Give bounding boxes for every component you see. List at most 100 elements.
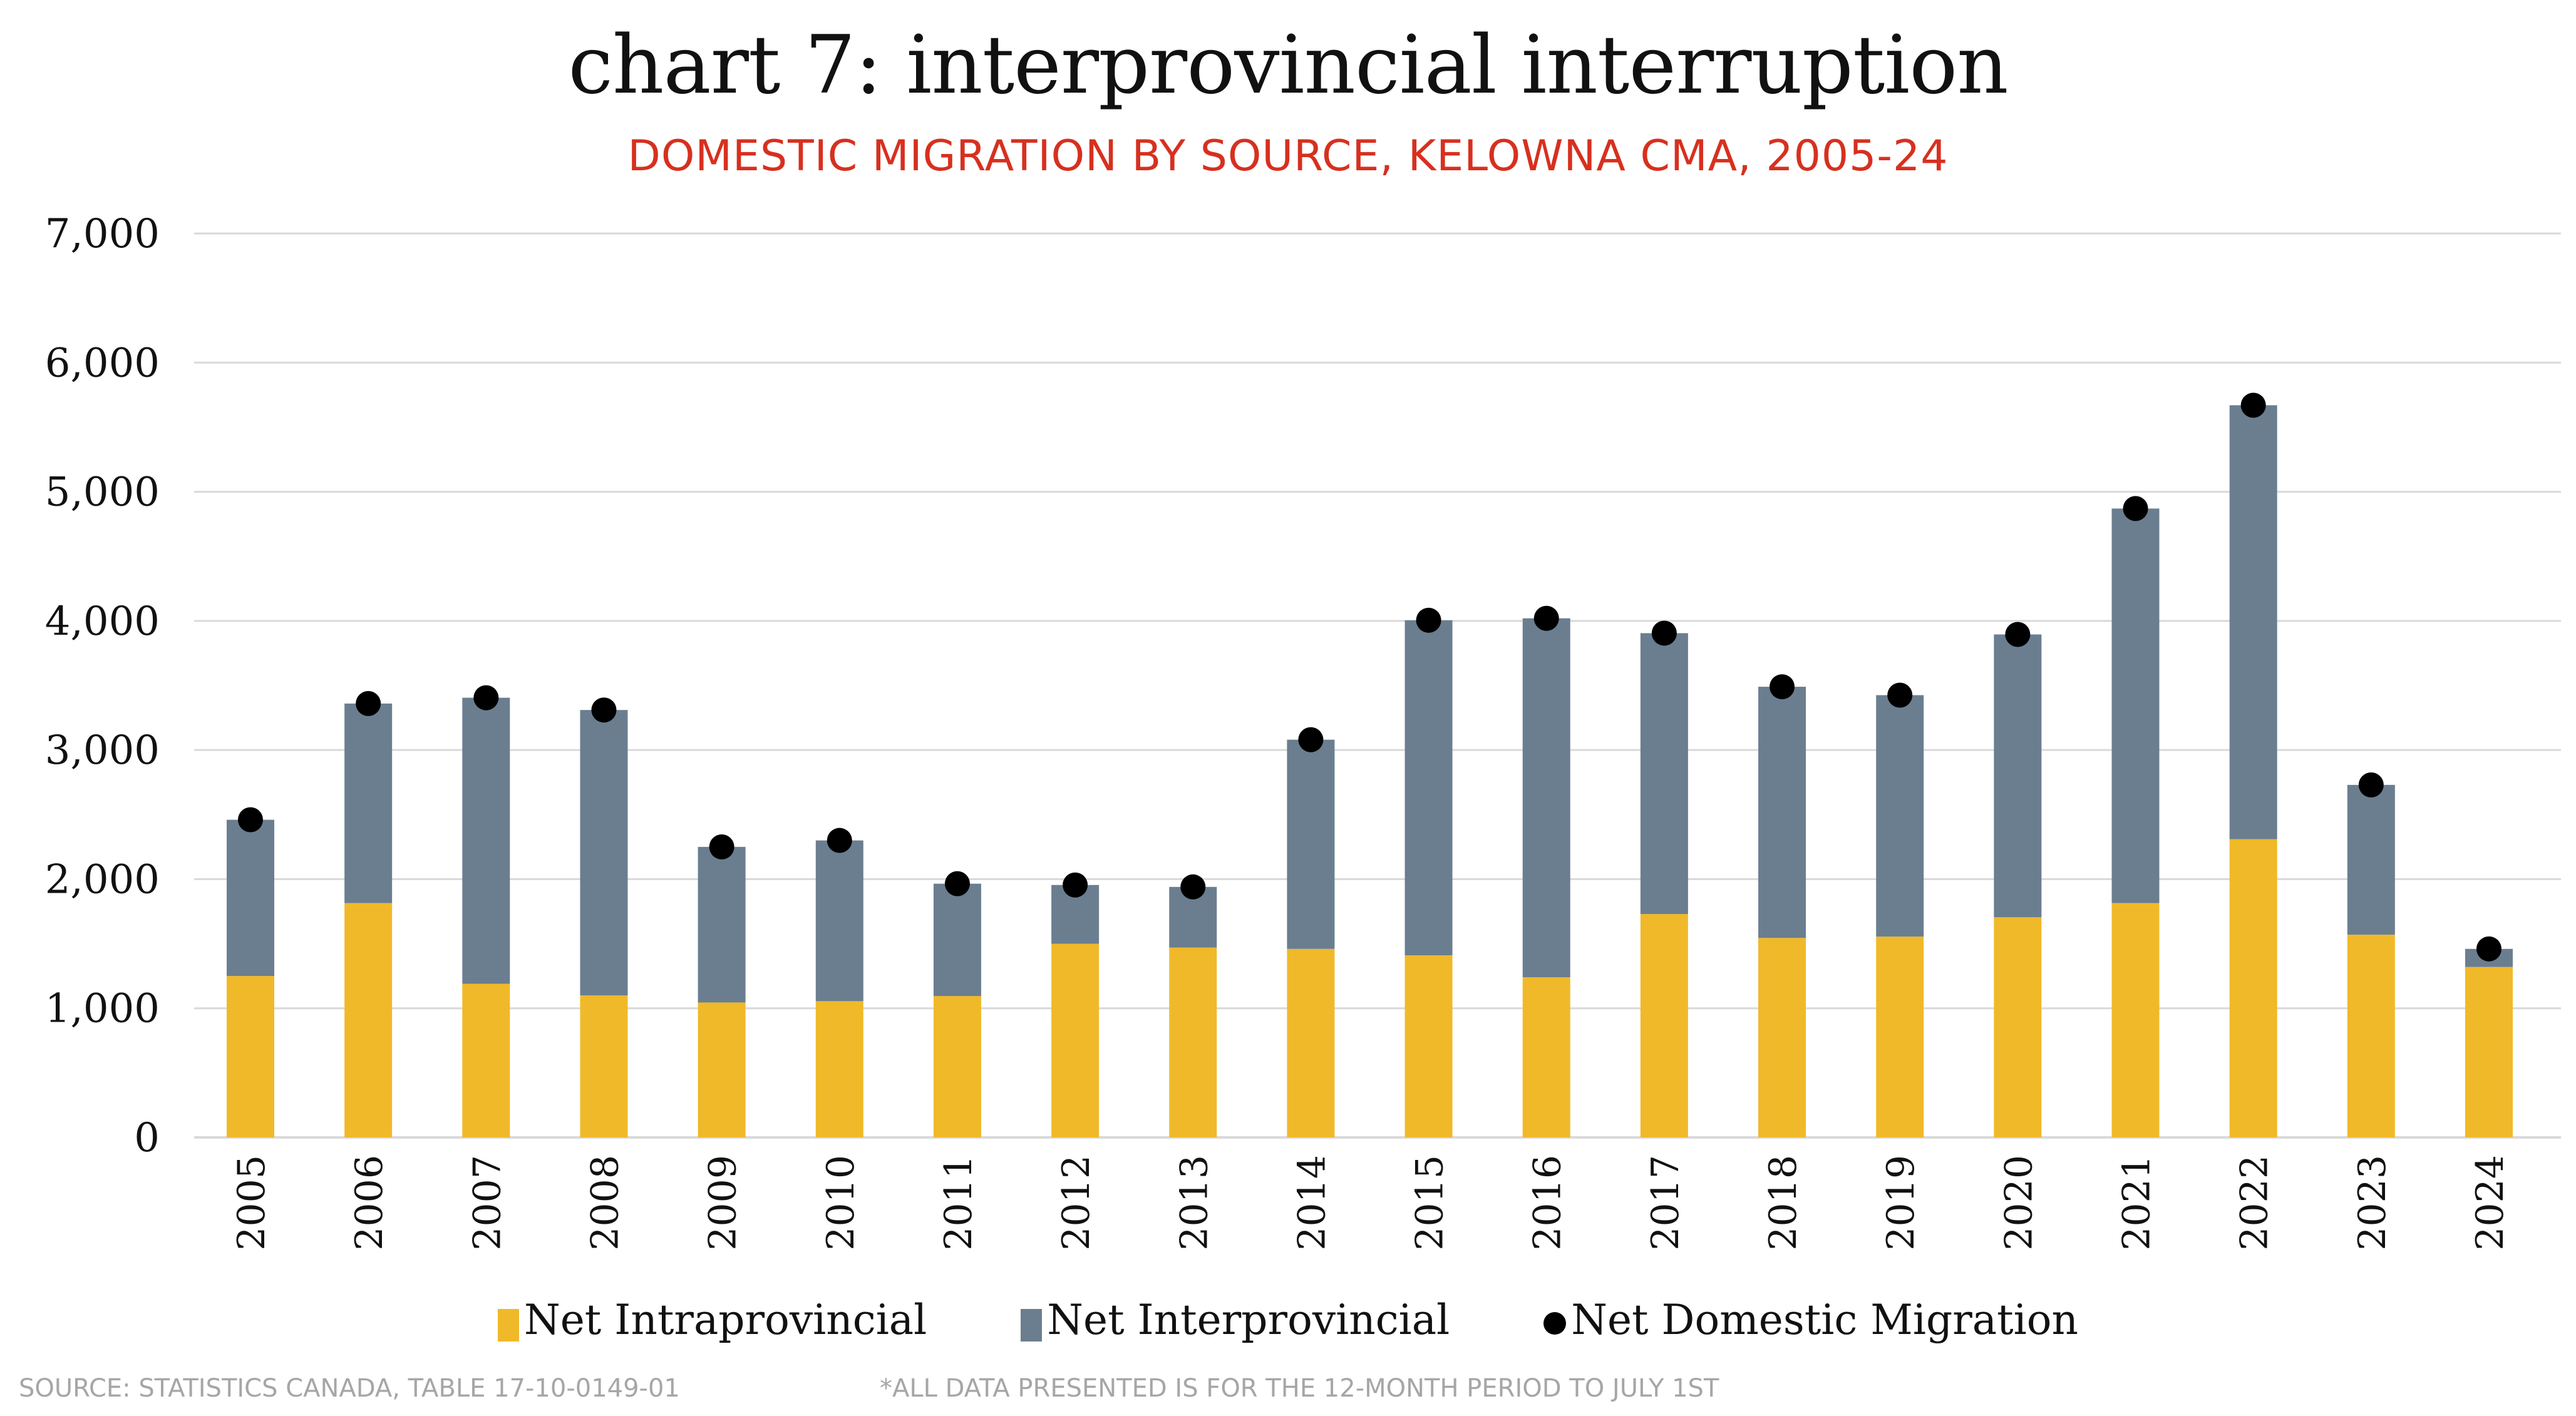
bar-intraprovincial-2008 xyxy=(580,995,628,1137)
y-tick-label: 7,000 xyxy=(45,211,160,257)
bar-intraprovincial-2005 xyxy=(227,976,274,1137)
legend-item-intraprovincial: Net Intraprovincial xyxy=(497,1296,927,1344)
bar-interprovincial-2010 xyxy=(815,840,863,1002)
bar-interprovincial-2021 xyxy=(2111,508,2160,903)
x-tick-label: 2006 xyxy=(348,1155,391,1251)
x-tick-label: 2020 xyxy=(1997,1155,2041,1251)
legend-label-interprovincial: Net Interprovincial xyxy=(1047,1296,1450,1344)
bar-intraprovincial-2013 xyxy=(1169,947,1217,1137)
x-tick-label: 2008 xyxy=(583,1155,627,1251)
x-tick-label: 2007 xyxy=(465,1155,509,1251)
period-note: *ALL DATA PRESENTED IS FOR THE 12-MONTH … xyxy=(880,1374,1719,1403)
point-net-domestic-2012 xyxy=(1063,872,1088,898)
point-net-domestic-2019 xyxy=(1887,682,1913,708)
bar-interprovincial-2011 xyxy=(933,883,981,997)
bar-intraprovincial-2017 xyxy=(1640,914,1688,1137)
point-net-domestic-2011 xyxy=(944,871,970,896)
point-net-domestic-2014 xyxy=(1298,727,1324,752)
point-net-domestic-2022 xyxy=(2240,392,2266,418)
x-tick-label: 2013 xyxy=(1172,1155,1216,1251)
legend-item-interprovincial: Net Interprovincial xyxy=(1021,1296,1450,1344)
bar-intraprovincial-2020 xyxy=(1994,917,2042,1137)
point-net-domestic-2021 xyxy=(2123,496,2148,521)
x-tick-label: 2015 xyxy=(1408,1155,1452,1251)
x-tick-label: 2019 xyxy=(1879,1155,1923,1251)
x-tick-label: 2022 xyxy=(2233,1155,2277,1251)
legend-dot-net-domestic xyxy=(1543,1311,1567,1335)
x-tick-label: 2012 xyxy=(1054,1155,1098,1251)
legend-item-net-domestic: Net Domestic Migration xyxy=(1543,1296,2078,1344)
bar-intraprovincial-2021 xyxy=(2111,903,2160,1137)
x-tick-label: 2017 xyxy=(1644,1155,1687,1251)
bar-intraprovincial-2024 xyxy=(2465,967,2513,1137)
point-net-domestic-2006 xyxy=(356,690,381,716)
point-net-domestic-2015 xyxy=(1416,607,1441,633)
y-tick-label: 6,000 xyxy=(45,340,160,386)
point-net-domestic-2007 xyxy=(473,685,499,711)
bar-interprovincial-2022 xyxy=(2229,405,2277,839)
y-tick-label: 4,000 xyxy=(45,598,160,645)
point-net-domestic-2023 xyxy=(2358,772,2384,798)
x-tick-label: 2018 xyxy=(1761,1155,1805,1251)
bar-interprovincial-2018 xyxy=(1758,687,1806,938)
bar-interprovincial-2020 xyxy=(1994,634,2042,918)
point-net-domestic-2018 xyxy=(1770,674,1795,700)
y-tick-label: 3,000 xyxy=(45,727,160,774)
y-tick-label: 2,000 xyxy=(45,856,160,903)
bar-interprovincial-2005 xyxy=(227,819,274,977)
point-net-domestic-2024 xyxy=(2476,936,2501,962)
bar-intraprovincial-2014 xyxy=(1287,948,1335,1137)
bar-intraprovincial-2007 xyxy=(462,983,510,1137)
y-tick-label: 1,000 xyxy=(45,986,160,1032)
legend-swatch-interprovincial xyxy=(1021,1308,1043,1342)
bar-interprovincial-2015 xyxy=(1404,620,1453,956)
x-tick-label: 2005 xyxy=(230,1155,274,1251)
bar-intraprovincial-2018 xyxy=(1758,938,1806,1137)
y-tick-label: 0 xyxy=(134,1115,160,1161)
y-tick-label: 5,000 xyxy=(45,469,160,516)
x-tick-label: 2016 xyxy=(1526,1155,1570,1251)
bar-interprovincial-2023 xyxy=(2347,784,2395,935)
x-tick-label: 2023 xyxy=(2351,1155,2394,1251)
bar-intraprovincial-2011 xyxy=(933,996,981,1137)
bar-intraprovincial-2006 xyxy=(344,903,393,1137)
bar-intraprovincial-2022 xyxy=(2229,839,2277,1137)
bar-interprovincial-2007 xyxy=(462,697,510,984)
x-tick-label: 2024 xyxy=(2468,1155,2512,1251)
bar-intraprovincial-2019 xyxy=(1876,936,1924,1137)
chart-title: chart 7: interprovincial interruption xyxy=(568,19,2008,112)
point-net-domestic-2016 xyxy=(1533,605,1559,631)
point-net-domestic-2017 xyxy=(1651,620,1677,646)
point-net-domestic-2008 xyxy=(591,697,617,723)
bar-intraprovincial-2012 xyxy=(1051,943,1100,1137)
point-net-domestic-2009 xyxy=(709,834,734,859)
x-tick-label: 2010 xyxy=(819,1155,863,1251)
bar-interprovincial-2014 xyxy=(1287,739,1335,949)
legend: Net Intraprovincial Net Interprovincial … xyxy=(0,1296,2576,1344)
bar-intraprovincial-2015 xyxy=(1404,955,1453,1137)
bar-interprovincial-2008 xyxy=(580,710,628,996)
bar-intraprovincial-2023 xyxy=(2347,935,2395,1137)
chart-subtitle: DOMESTIC MIGRATION BY SOURCE, KELOWNA CM… xyxy=(627,131,1949,181)
bar-intraprovincial-2016 xyxy=(1522,977,1570,1137)
bar-interprovincial-2019 xyxy=(1876,695,1924,937)
point-net-domestic-2020 xyxy=(2005,622,2031,647)
x-tick-label: 2009 xyxy=(701,1155,745,1251)
source-note: SOURCE: STATISTICS CANADA, TABLE 17-10-0… xyxy=(19,1374,680,1403)
legend-swatch-intraprovincial xyxy=(497,1308,519,1342)
x-tick-label: 2014 xyxy=(1290,1155,1334,1251)
point-net-domestic-2005 xyxy=(238,807,263,833)
legend-label-net-domestic: Net Domestic Migration xyxy=(1571,1296,2079,1344)
bar-interprovincial-2016 xyxy=(1522,618,1570,978)
bar-interprovincial-2006 xyxy=(344,703,393,903)
point-net-domestic-2010 xyxy=(827,828,852,853)
legend-label-intraprovincial: Net Intraprovincial xyxy=(523,1296,927,1344)
x-tick-label: 2021 xyxy=(2115,1155,2159,1251)
bar-interprovincial-2017 xyxy=(1640,633,1688,915)
bar-intraprovincial-2009 xyxy=(698,1002,746,1137)
bar-intraprovincial-2010 xyxy=(815,1001,863,1137)
point-net-domestic-2013 xyxy=(1180,874,1206,900)
bar-interprovincial-2009 xyxy=(698,846,746,1003)
x-tick-label: 2011 xyxy=(937,1155,981,1251)
